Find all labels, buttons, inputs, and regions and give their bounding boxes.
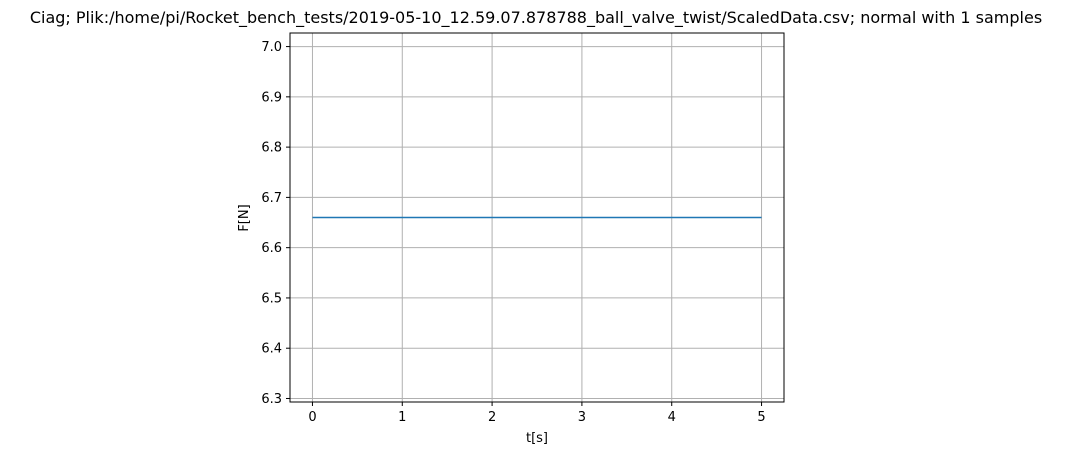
x-tick-label: 4 [668, 410, 676, 425]
x-tick-label: 1 [398, 410, 406, 425]
y-tick-label: 6.7 [261, 191, 282, 206]
y-tick-label: 6.9 [261, 90, 282, 105]
x-tick-label: 2 [488, 410, 496, 425]
y-axis-label: F[N] [237, 204, 252, 231]
y-tick-label: 6.3 [261, 392, 282, 407]
y-tick-label: 7.0 [261, 40, 282, 55]
y-tick-label: 6.6 [261, 241, 282, 256]
x-tick-label: 3 [578, 410, 586, 425]
y-tick-label: 6.4 [261, 342, 282, 357]
y-tick-label: 6.8 [261, 141, 282, 156]
x-axis-label: t[s] [526, 431, 548, 446]
x-tick-label: 5 [757, 410, 765, 425]
y-tick-label: 6.5 [261, 291, 282, 306]
x-tick-label: 0 [308, 410, 316, 425]
plot-frame [289, 32, 785, 403]
chart-title: Ciag; Plik:/home/pi/Rocket_bench_tests/2… [30, 8, 1042, 28]
